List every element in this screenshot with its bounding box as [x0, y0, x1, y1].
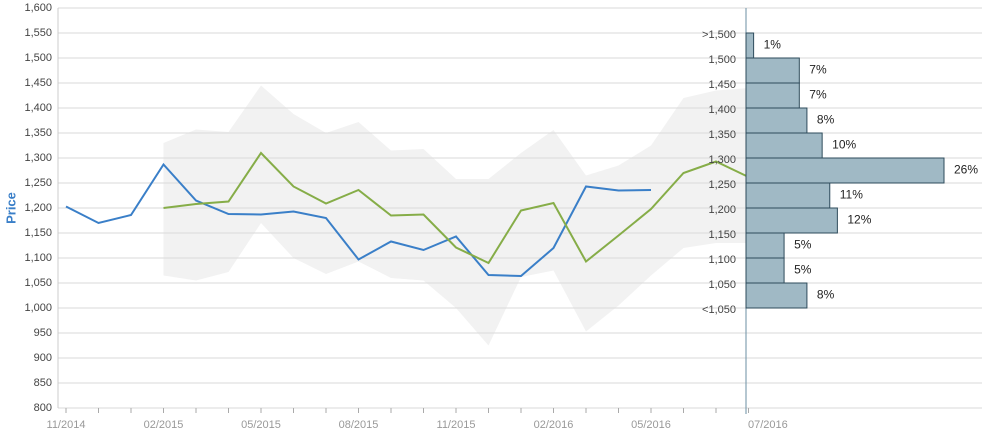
series-line — [163, 151, 749, 265]
bin-label: 1,150 — [708, 229, 736, 241]
value-label: 12% — [847, 213, 871, 227]
value-label: 8% — [817, 288, 835, 302]
series-line — [65, 162, 652, 278]
y-tick-label: 1,200 — [24, 202, 52, 214]
y-tick-label: 950 — [34, 327, 52, 339]
value-label: 11% — [840, 188, 863, 202]
y-tick-label: 1,050 — [24, 277, 52, 289]
x-tick-label: 11/2015 — [437, 419, 476, 431]
value-label: 5% — [794, 263, 812, 277]
bin-label: 1,400 — [708, 104, 736, 116]
histogram-bar — [745, 182, 831, 209]
y-tick-label: 800 — [34, 402, 52, 414]
y-tick-label: 1,100 — [24, 252, 52, 264]
value-label: 8% — [817, 113, 835, 127]
y-tick-label: 1,000 — [24, 302, 52, 314]
x-tick-label: 02/2016 — [534, 419, 574, 431]
x-tick-label: 05/2015 — [241, 419, 281, 431]
y-tick-label: 1,300 — [24, 152, 52, 164]
x-tick-label: 11/2014 — [47, 419, 86, 431]
y-tick-label: 900 — [34, 352, 52, 364]
bin-label: <1,050 — [702, 304, 736, 316]
y-tick-label: 1,400 — [24, 102, 52, 114]
bin-label: 1,300 — [708, 154, 736, 166]
histogram-bar — [745, 257, 785, 284]
y-axis-label: Price — [3, 192, 18, 224]
x-tick-label: 02/2015 — [144, 419, 184, 431]
value-label: 5% — [794, 238, 812, 252]
y-tick-label: 1,500 — [24, 52, 52, 64]
histogram-bar — [745, 157, 945, 184]
y-tick-label: 1,550 — [24, 27, 52, 39]
bin-label: 1,050 — [708, 279, 736, 291]
x-tick-label: 05/2016 — [631, 419, 671, 431]
y-tick-label: 1,350 — [24, 127, 52, 139]
x-tick-label: 07/2016 — [748, 419, 788, 431]
bin-label: 1,200 — [708, 204, 736, 216]
y-tick-label: 1,600 — [24, 2, 52, 14]
histogram-bar — [745, 32, 755, 59]
bin-label: 1,450 — [708, 79, 736, 91]
bin-label: >1,500 — [702, 29, 736, 41]
value-label: 1% — [764, 38, 782, 52]
bin-label: 1,250 — [708, 179, 736, 191]
value-label: 26% — [954, 163, 978, 177]
range-band — [163, 85, 749, 346]
bin-label: 1,100 — [708, 254, 736, 266]
bin-label: 1,350 — [708, 129, 736, 141]
histogram-bar — [745, 82, 800, 109]
value-label: 7% — [809, 63, 827, 77]
y-tick-label: 1,250 — [24, 177, 52, 189]
value-label: 10% — [832, 138, 856, 152]
histogram-bar — [745, 57, 800, 84]
value-label: 7% — [809, 88, 827, 102]
histogram-bar — [745, 207, 838, 234]
y-tick-label: 1,150 — [24, 227, 52, 239]
y-tick-label: 850 — [34, 377, 52, 389]
histogram-bar — [745, 132, 823, 159]
x-tick-label: 08/2015 — [339, 419, 379, 431]
y-tick-label: 1,450 — [24, 77, 52, 89]
histogram-bar — [745, 107, 808, 134]
bin-label: 1,500 — [708, 54, 736, 66]
histogram-bar — [745, 282, 808, 309]
histogram-bar — [745, 232, 785, 259]
